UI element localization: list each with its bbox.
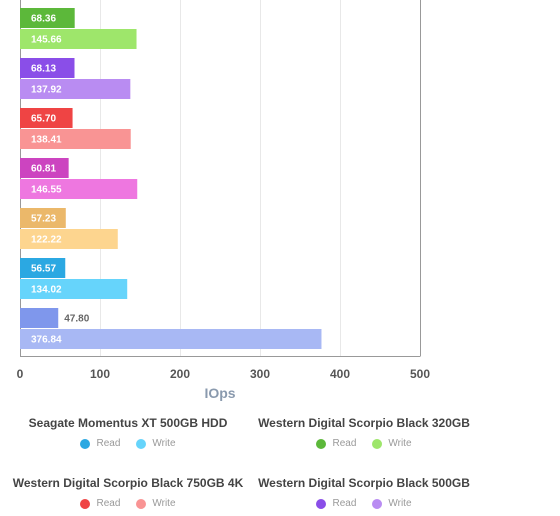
bar-value-label: 56.57 xyxy=(31,264,56,275)
legend-dot-icon xyxy=(372,438,383,449)
legend-item-write[interactable]: Write xyxy=(372,438,412,449)
read-bar[interactable] xyxy=(20,108,73,128)
write-bar[interactable] xyxy=(20,29,137,49)
write-bar[interactable] xyxy=(20,279,128,299)
legend-label: Read xyxy=(96,498,121,509)
legend-dot-icon xyxy=(316,438,327,449)
write-bar[interactable] xyxy=(20,129,131,149)
legend-item-read[interactable]: Read xyxy=(80,438,120,449)
grid-lines xyxy=(20,0,421,357)
bar-value-label: 60.81 xyxy=(31,164,56,175)
x-tick-label: 100 xyxy=(90,367,110,381)
x-axis-ticks: 0 100 200 300 400 500 xyxy=(17,367,431,381)
read-bar[interactable] xyxy=(20,8,75,28)
legend-label: Write xyxy=(152,498,176,509)
legend-label: Read xyxy=(332,438,357,449)
bar-value-label: 68.13 xyxy=(31,64,56,75)
legend-title: Western Digital Scorpio Black 500GB xyxy=(258,476,470,490)
legend-group[interactable]: Seagate Momentus XT 500GB HDD Read Write xyxy=(0,416,256,449)
read-bar[interactable] xyxy=(20,258,66,278)
bar-value-label: 68.36 xyxy=(31,14,56,25)
x-tick-label: 300 xyxy=(250,367,270,381)
legend-title: Western Digital Scorpio Black 320GB xyxy=(258,416,470,430)
bars: 68.36 145.66 68.13 137.92 65.70 138.41 60.81 14… xyxy=(20,8,322,349)
read-bar[interactable] xyxy=(20,158,69,178)
legend-item-write[interactable]: Write xyxy=(136,438,176,449)
write-bar[interactable] xyxy=(20,329,322,349)
x-tick-label: 400 xyxy=(330,367,350,381)
bar-value-label: 137.92 xyxy=(31,85,62,96)
legend-label: Write xyxy=(388,498,412,509)
legend-label: Write xyxy=(152,438,176,449)
x-tick-label: 0 xyxy=(17,367,24,381)
legend-dot-icon xyxy=(316,498,327,509)
write-bar[interactable] xyxy=(20,229,118,249)
write-bar[interactable] xyxy=(20,179,138,199)
write-bar[interactable] xyxy=(20,79,131,99)
x-tick-label: 500 xyxy=(410,367,430,381)
legend-label: Read xyxy=(96,438,121,449)
bar-chart: 68.36 145.66 68.13 137.92 65.70 138.41 60.81 14… xyxy=(17,0,431,401)
x-axis-title: IOps xyxy=(204,385,235,401)
legend-group[interactable]: Western Digital Scorpio Black 320GB Read… xyxy=(248,416,480,449)
legend-dot-icon xyxy=(80,498,91,509)
legend-item-read[interactable]: Read xyxy=(316,498,356,509)
legend-label: Read xyxy=(332,498,357,509)
legend-group[interactable]: Western Digital Scorpio Black 500GB Read… xyxy=(248,476,480,509)
legend-label: Write xyxy=(388,438,412,449)
bar-value-label: 138.41 xyxy=(31,135,62,146)
bar-value-label: 122.22 xyxy=(31,235,62,246)
read-bar[interactable] xyxy=(20,208,66,228)
legend-dot-icon xyxy=(136,498,147,509)
x-tick-label: 200 xyxy=(170,367,190,381)
read-bar[interactable] xyxy=(20,58,75,78)
bar-value-label: 65.70 xyxy=(31,114,56,125)
legend-group[interactable]: Western Digital Scorpio Black 750GB 4K R… xyxy=(0,476,256,509)
legend-dot-icon xyxy=(372,498,383,509)
bar-value-label: 47.80 xyxy=(64,314,89,325)
legend-title: Western Digital Scorpio Black 750GB 4K xyxy=(12,476,244,490)
legend-dot-icon xyxy=(136,438,147,449)
read-bar[interactable] xyxy=(20,308,59,328)
bar-value-label: 134.02 xyxy=(31,285,62,296)
bar-value-label: 146.55 xyxy=(31,185,62,196)
legend-item-write[interactable]: Write xyxy=(372,498,412,509)
bar-value-label: 145.66 xyxy=(31,35,62,46)
bar-value-label: 57.23 xyxy=(31,214,56,225)
legend-item-read[interactable]: Read xyxy=(316,438,356,449)
legend-title: Seagate Momentus XT 500GB HDD xyxy=(28,416,228,430)
legend-item-read[interactable]: Read xyxy=(80,498,120,509)
bar-value-label: 376.84 xyxy=(31,335,62,346)
legend-dot-icon xyxy=(80,438,91,449)
legend-item-write[interactable]: Write xyxy=(136,498,176,509)
